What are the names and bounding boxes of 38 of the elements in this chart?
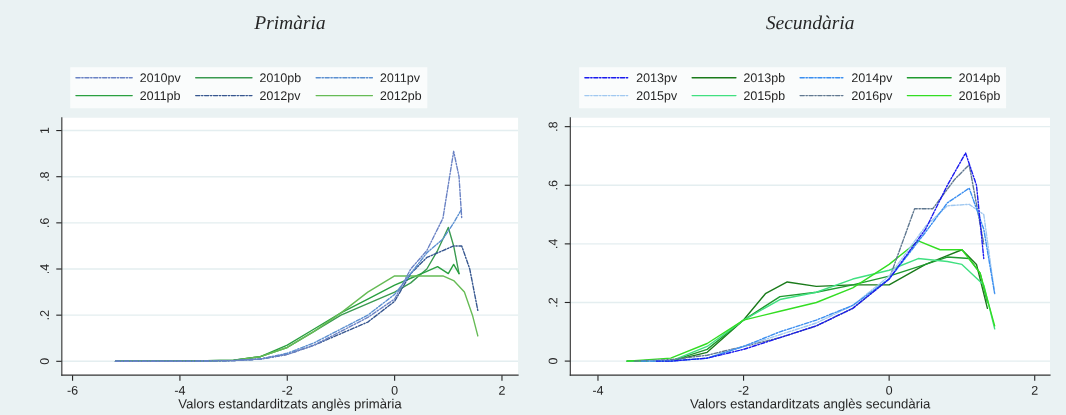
y-tick-label: .8 — [548, 121, 558, 131]
legend-label: 2011pv — [380, 73, 420, 85]
legend-label: 2012pb — [380, 90, 422, 103]
y-tick-label: .6 — [548, 180, 558, 190]
x-tick-label: -6 — [67, 385, 78, 395]
x-axis-title: Valors estandarditzats anglès secundària — [690, 398, 931, 412]
x-tick-label: 2 — [1031, 385, 1038, 395]
y-tick-label: .8 — [40, 172, 49, 181]
legend-label: 2014pv — [852, 73, 893, 85]
chart-title: Primària — [254, 15, 325, 30]
legend-label: 2014pb — [959, 73, 1000, 85]
x-axis-title: Valors estandarditzats anglès primària — [178, 398, 402, 412]
x-tick-label: -2 — [282, 385, 293, 395]
legend-label: 2015pb — [744, 90, 785, 103]
y-tick-label: 1 — [40, 127, 49, 134]
y-tick-label: .4 — [548, 239, 558, 248]
legend-label: 2010pb — [260, 73, 301, 85]
y-tick-label: 0 — [548, 358, 558, 365]
legend-label: 2015pv — [636, 91, 678, 103]
legend-label: 2013pb — [744, 73, 785, 85]
legend-label: 2016pb — [959, 90, 1000, 103]
y-tick-label: 0 — [40, 358, 49, 365]
legend-label: 2013pv — [636, 73, 678, 85]
y-tick-label: .6 — [40, 218, 49, 227]
legend-label: 2016pv — [852, 91, 893, 103]
y-tick-label: .2 — [40, 310, 49, 320]
x-tick-label: -2 — [738, 385, 749, 395]
y-tick-label: .4 — [40, 264, 49, 274]
x-tick-label: 0 — [886, 385, 893, 395]
legend-label: 2012pv — [260, 91, 301, 103]
x-tick-label: 2 — [499, 385, 505, 395]
x-tick-label: -4 — [174, 386, 186, 395]
x-tick-label: -4 — [592, 386, 604, 395]
x-tick-label: 0 — [391, 385, 398, 395]
legend-label: 2010pv — [140, 73, 181, 85]
legend-label: 2011pb — [140, 90, 180, 103]
y-tick-label: .2 — [548, 297, 558, 307]
chart-title: Secundària — [766, 15, 854, 30]
